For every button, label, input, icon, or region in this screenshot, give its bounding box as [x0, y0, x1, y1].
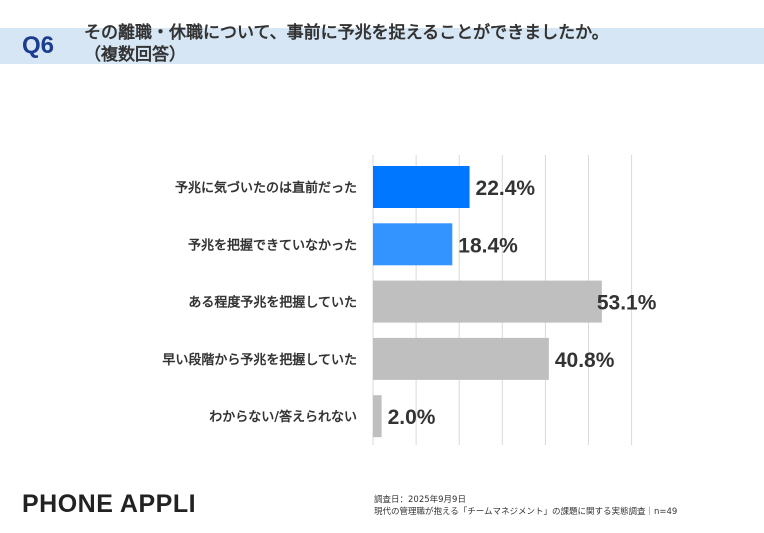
logo: PHONE APPLI [22, 490, 197, 518]
bar [373, 280, 602, 323]
page-title: その離職・休職について、事前に予兆を捉えることができましたか。 （複数回答） [84, 22, 609, 66]
data-label: 18.4% [458, 234, 518, 257]
question-text: その離職・休職について、事前に予兆を捉えることができましたか。 [84, 23, 609, 43]
data-label: 40.8% [555, 349, 615, 372]
category-label: 早い段階から予兆を把握していた [162, 352, 357, 368]
data-label: 22.4% [476, 177, 536, 200]
header-band [0, 28, 764, 64]
survey-note: 調査日：2025年9月9日現代の管理職が抱える「チームマネジメント」の課題に関す… [374, 494, 677, 518]
bar [373, 337, 549, 380]
bar [373, 223, 453, 266]
category-label: わからない/答えられない [209, 409, 357, 425]
question-subtitle: （複数回答） [84, 45, 186, 65]
survey-name: 現代の管理職が抱える「チームマネジメント」の課題に関する実態調査｜n=49 [374, 507, 678, 517]
category-label: 予兆に気づいたのは直前だった [175, 180, 357, 196]
bar [373, 166, 470, 208]
survey-date: 調査日：2025年9月9日 [374, 495, 466, 505]
data-label: 2.0% [388, 406, 436, 429]
category-label: 予兆を把握できていなかった [188, 237, 357, 253]
category-label: ある程度予兆を把握していた [188, 295, 357, 311]
bar [373, 395, 382, 438]
question-number: Q6 [22, 32, 55, 59]
data-label: 53.1% [597, 292, 657, 315]
